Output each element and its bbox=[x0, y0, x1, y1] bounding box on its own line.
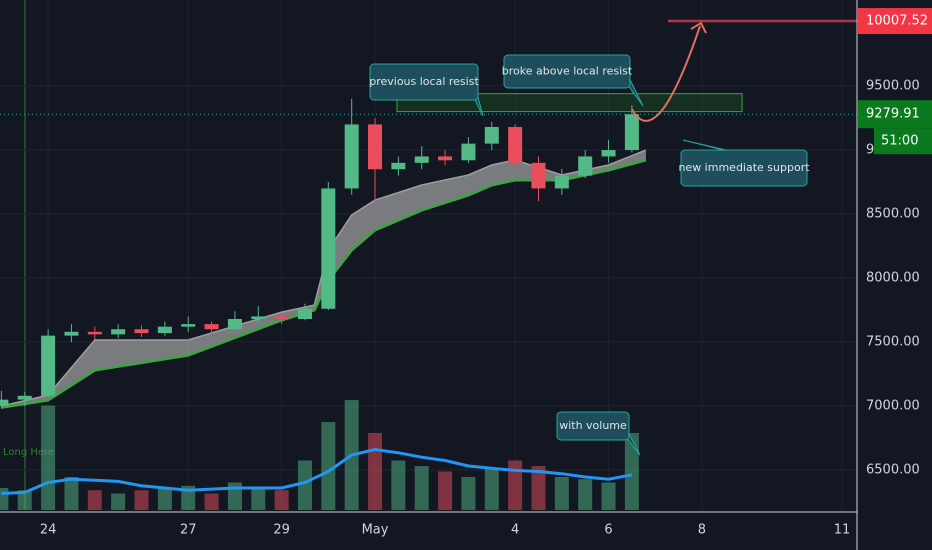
candle-body bbox=[554, 175, 569, 189]
volume-bar bbox=[391, 460, 406, 510]
candle-body bbox=[227, 319, 242, 330]
volume-bar bbox=[601, 482, 616, 510]
volume-bar bbox=[87, 490, 102, 510]
countdown-tag bbox=[874, 128, 932, 155]
target-tag-label: 10007.52 bbox=[866, 14, 928, 29]
volume-bar bbox=[414, 466, 429, 510]
candle-body bbox=[111, 329, 126, 335]
volume-bar bbox=[111, 493, 126, 510]
volume-bar bbox=[274, 490, 289, 510]
last-price-label: 9279.91 bbox=[866, 107, 920, 122]
candle-body bbox=[414, 156, 429, 163]
projection-arrow bbox=[631, 25, 701, 122]
candle-body bbox=[438, 156, 453, 161]
y-tick-label: 6500.00 bbox=[866, 463, 920, 478]
candle-body bbox=[274, 316, 289, 320]
support-zone bbox=[396, 93, 743, 113]
x-axis-bg bbox=[0, 510, 857, 550]
volume-bar bbox=[0, 488, 9, 510]
candle-body bbox=[368, 124, 383, 170]
volume-bar bbox=[64, 477, 79, 510]
volume-bar bbox=[297, 460, 312, 510]
annotation-box bbox=[680, 149, 808, 187]
candle-body bbox=[181, 324, 196, 327]
x-tick-label: 4 bbox=[511, 523, 519, 538]
candle-body bbox=[297, 308, 312, 320]
countdown-label: 51:00 bbox=[881, 134, 918, 149]
volume-bar bbox=[438, 471, 453, 510]
annotation-text: new immediate support bbox=[678, 161, 810, 174]
volume-bar bbox=[624, 433, 639, 510]
candle-body bbox=[157, 326, 172, 334]
candle-body bbox=[531, 162, 546, 189]
x-tick-label: 8 bbox=[698, 523, 706, 538]
last-price-tag bbox=[858, 100, 932, 129]
annotation-box bbox=[503, 54, 631, 89]
volume-bar bbox=[531, 466, 546, 510]
candle-body bbox=[601, 150, 616, 157]
volume-ma-line bbox=[1, 447, 633, 495]
annotation-box bbox=[369, 63, 479, 101]
candle-body bbox=[508, 126, 523, 163]
candle-body bbox=[461, 143, 476, 161]
volume-bar bbox=[157, 488, 172, 510]
y-tick-label: 8500.00 bbox=[866, 207, 920, 222]
candle-body bbox=[204, 324, 219, 330]
y-axis-bg bbox=[857, 0, 932, 550]
marker-label: Long Here bbox=[3, 447, 54, 458]
volume-bar bbox=[484, 468, 499, 510]
x-tick-label: 6 bbox=[604, 523, 612, 538]
volume-bar bbox=[17, 490, 32, 510]
candle-body bbox=[321, 188, 336, 309]
x-tick-label: 29 bbox=[273, 523, 290, 538]
candle-body bbox=[64, 331, 79, 336]
y-tick-label: 8000.00 bbox=[866, 271, 920, 286]
y-tick-label: 7000.00 bbox=[866, 399, 920, 414]
candle-body bbox=[134, 329, 149, 334]
volume-bar bbox=[368, 433, 383, 510]
candle-body bbox=[251, 316, 266, 320]
candle-body bbox=[0, 399, 9, 407]
candle-body bbox=[578, 156, 593, 176]
candle-body bbox=[391, 162, 406, 170]
target-tag bbox=[858, 8, 932, 35]
y-tick-label: 9500.00 bbox=[866, 79, 920, 94]
x-tick-label: 24 bbox=[40, 523, 57, 538]
volume-bar bbox=[251, 488, 266, 510]
annotation-text: broke above local resist bbox=[502, 65, 633, 78]
x-tick-label: 27 bbox=[180, 523, 197, 538]
x-tick-label: May bbox=[362, 523, 389, 538]
candle-body bbox=[344, 124, 359, 189]
y-tick-label: 7500.00 bbox=[866, 335, 920, 350]
candle-body bbox=[87, 331, 102, 335]
volume-bar bbox=[41, 405, 56, 510]
candle-body bbox=[624, 114, 639, 151]
arrow-head bbox=[690, 21, 707, 34]
annotation-box bbox=[556, 411, 630, 441]
volume-bar bbox=[508, 460, 523, 510]
candle-body bbox=[17, 395, 32, 400]
volume-bar bbox=[578, 479, 593, 510]
candle-body bbox=[41, 335, 56, 396]
volume-bar bbox=[181, 485, 196, 510]
annotation-text: previous local resist bbox=[369, 75, 479, 88]
volume-bar bbox=[554, 477, 569, 510]
volume-bar bbox=[461, 477, 476, 510]
x-tick-label: 11 bbox=[834, 523, 851, 538]
annotation-text: with volume bbox=[559, 419, 627, 432]
volume-bar bbox=[321, 422, 336, 510]
volume-bar bbox=[204, 493, 219, 510]
volume-bar bbox=[134, 490, 149, 510]
candle-body bbox=[484, 126, 499, 144]
